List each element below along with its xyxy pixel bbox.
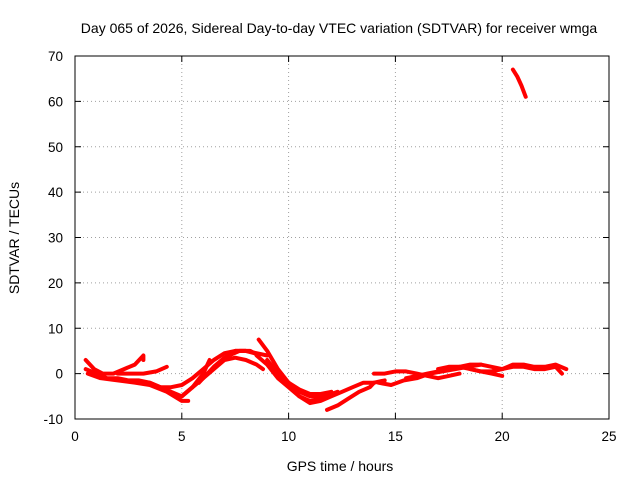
y-tick-label: 50 <box>48 140 63 155</box>
series-line-arc-12 <box>325 380 376 412</box>
x-tick-label: 20 <box>495 429 510 444</box>
series-line-arc-4 <box>115 364 169 376</box>
y-tick-label: 60 <box>48 94 63 109</box>
x-tick-label: 15 <box>388 429 403 444</box>
y-tick-label: 30 <box>48 231 63 246</box>
x-tick-label: 5 <box>178 429 186 444</box>
y-tick-label: -10 <box>43 412 63 427</box>
tick-labels: 0 5 10 15 20 25 -10 0 10 20 30 40 50 60 70 <box>43 49 616 444</box>
series-line-arc-11 <box>265 358 334 396</box>
x-tick-label: 10 <box>281 429 296 444</box>
y-axis-label: SDTVAR / TECUs <box>6 182 22 294</box>
plot-frame <box>74 55 610 420</box>
series-line-arc-20 <box>510 67 528 99</box>
series-line-arc-1 <box>83 353 146 376</box>
y-tick-label: 40 <box>48 185 63 200</box>
x-axis-label: GPS time / hours <box>287 458 394 474</box>
y-tick-label: 10 <box>48 321 63 336</box>
series-line-arc-14 <box>372 369 462 381</box>
series-line-arc-18 <box>468 362 569 374</box>
series-line-arc-8 <box>196 348 261 385</box>
y-tick-label: 20 <box>48 276 63 291</box>
series-line-arc-17 <box>436 362 505 372</box>
series-line-arc-3 <box>85 371 191 403</box>
grid-lines <box>75 56 609 419</box>
data-series <box>83 67 569 412</box>
y-tick-label: 0 <box>55 367 63 382</box>
x-tick-label: 0 <box>71 429 79 444</box>
x-tick-label: 25 <box>601 429 616 444</box>
series-line-arc-10 <box>254 353 334 403</box>
chart-title: Day 065 of 2026, Sidereal Day-to-day VTE… <box>81 20 598 36</box>
y-tick-label: 70 <box>48 49 63 64</box>
series-line-arc-19 <box>489 364 564 376</box>
series-line-arc-13 <box>297 378 387 406</box>
